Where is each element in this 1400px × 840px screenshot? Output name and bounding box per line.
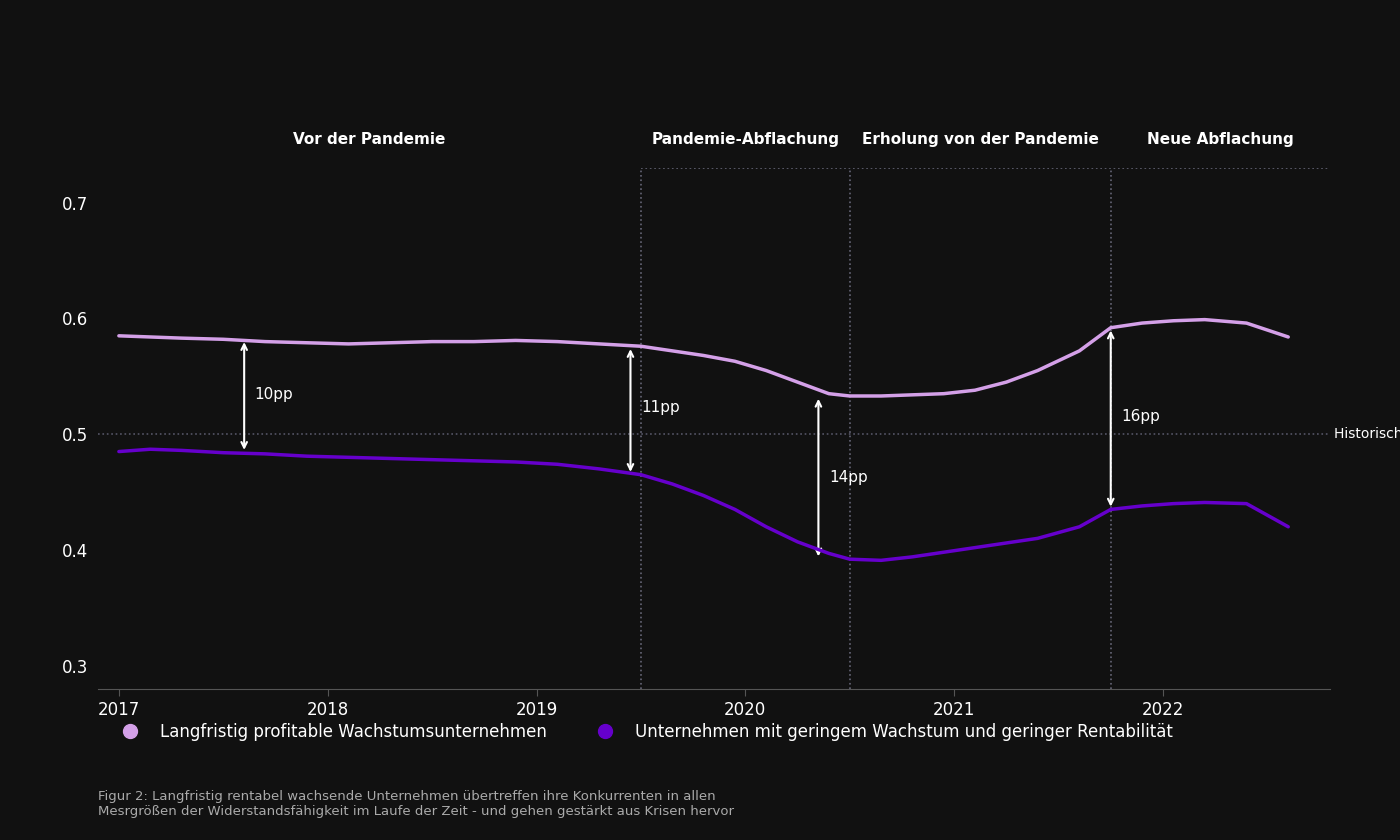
Text: Figur 2: Langfristig rentabel wachsende Unternehmen übertreffen ihre Konkurrente: Figur 2: Langfristig rentabel wachsende … xyxy=(98,790,734,817)
Text: 14pp: 14pp xyxy=(829,470,868,485)
Text: 11pp: 11pp xyxy=(641,400,679,415)
Text: Neue Abflachung: Neue Abflachung xyxy=(1147,132,1294,147)
Text: Vor der Pandemie: Vor der Pandemie xyxy=(293,132,445,147)
Text: Pandemie-Abflachung: Pandemie-Abflachung xyxy=(651,132,840,147)
Text: 16pp: 16pp xyxy=(1121,409,1161,424)
Text: 10pp: 10pp xyxy=(255,387,294,402)
Text: Erholung von der Pandemie: Erholung von der Pandemie xyxy=(862,132,1099,147)
Legend: Langfristig profitable Wachstumsunternehmen, Unternehmen mit geringem Wachstum u: Langfristig profitable Wachstumsunterneh… xyxy=(106,717,1179,748)
Text: Historischer Median: Historischer Median xyxy=(1334,428,1400,441)
